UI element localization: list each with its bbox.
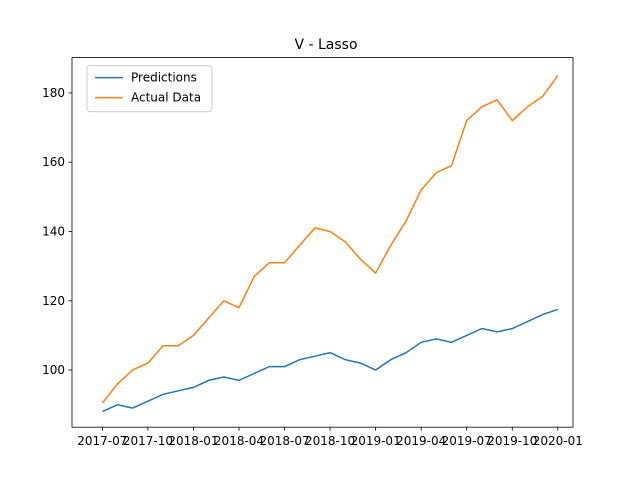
x-tick-label: 2017-07 [77,434,127,448]
x-tick-label: 2019-04 [396,434,446,448]
legend-label: Actual Data [131,91,201,105]
y-tick-label: 140 [42,224,65,238]
plot-frame [71,57,574,428]
data-line [101,75,559,404]
x-tick-label: 2020-01 [533,434,583,448]
y-tick-label: 160 [42,155,65,169]
x-tick-label: 2019-10 [487,434,537,448]
x-tick-label: 2019-07 [442,434,492,448]
x-tick-label: 2018-04 [214,434,264,448]
y-tick-label: 100 [42,363,65,377]
y-tick-label: 180 [42,86,65,100]
x-tick-label: 2019-01 [351,434,401,448]
chart-title: V - Lasso [294,37,357,53]
y-tick-label: 120 [42,294,65,308]
x-tick-label: 2017-10 [123,434,173,448]
legend-label: Predictions [131,71,197,85]
x-tick-label: 2018-01 [168,434,218,448]
x-tick-label: 2018-10 [305,434,355,448]
x-tick-label: 2018-07 [259,434,309,448]
data-line [102,308,559,413]
